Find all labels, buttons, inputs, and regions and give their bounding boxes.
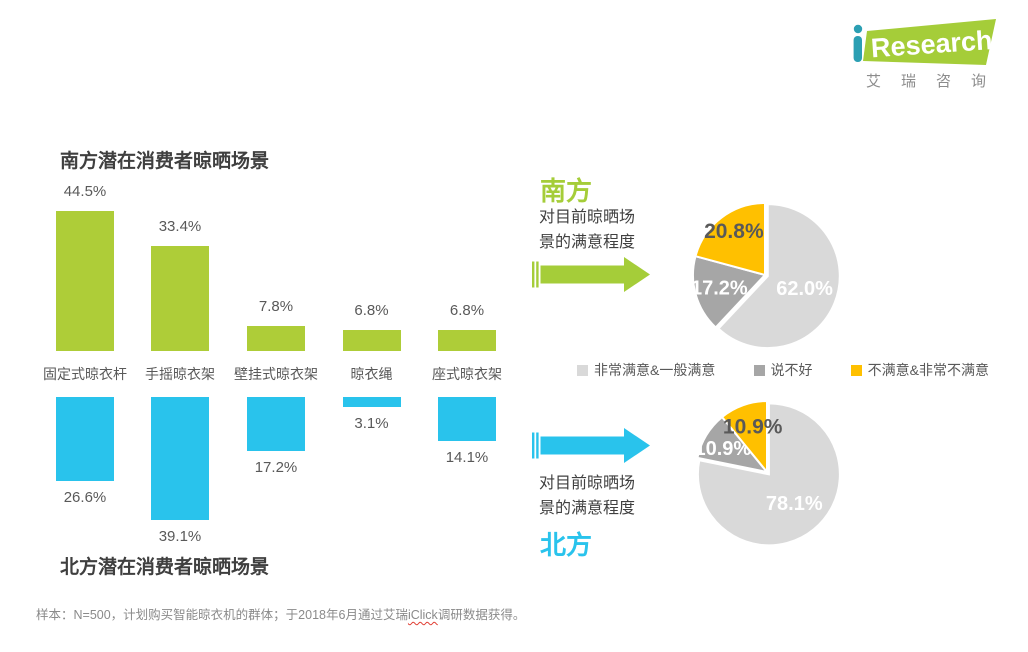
legend-label-0: 非常满意&一般满意 [594,362,716,378]
north-pie-slice-0 [696,402,841,547]
sample-footnote: 样本：N=500，计划购买智能晾衣机的群体；于2018年6月通过艾瑞iClick… [36,604,525,623]
south-bar-0 [56,211,114,351]
logo-i-stem-icon [853,36,862,62]
north-bar-0 [56,397,114,481]
south-pie-slice-1 [692,254,767,329]
south-bar-value-2: 7.8% [258,298,294,315]
north-bar-value-1: 39.1% [158,528,202,545]
footnote-prefix: 样本：N=500，计划购买智能晾衣机的群体；于2018年6月通过艾瑞 [36,608,408,622]
iresearch-logo-mark: Research [853,19,996,65]
category-label-3: 晾衣绳 [350,366,393,382]
north-bar-2 [247,397,305,451]
south-caption-line2: 景的满意程度 [539,234,636,251]
north-bar-value-2: 17.2% [254,459,298,476]
south-bar-3 [342,330,401,351]
category-label-0: 固定式晾衣杆 [43,366,127,382]
north-caption-line2: 景的满意程度 [539,500,636,517]
legend-label-2: 不满意&非常不满意 [867,362,989,378]
south-bar-value-4: 6.8% [449,302,485,319]
legend-label-1: 说不好 [770,362,813,378]
south-pie-label-1: 17.2% [691,278,748,300]
north-pie-label-2: 10.9% [723,415,783,438]
south-bar-2 [247,326,305,351]
north-bar-value-0: 26.6% [63,489,107,506]
category-label-2: 壁挂式晾衣架 [234,366,318,382]
legend-item-1: 说不好 [753,360,813,380]
north-region-label: 北方 [540,530,593,560]
south-pie-chart: 62.0% 17.2% 20.8% [691,201,841,350]
south-pie-label-2: 20.8% [704,220,764,243]
legend-swatch-icon-2 [850,364,862,376]
footnote-iclick: iClick [407,608,438,622]
category-label-1: 手摇晾衣架 [145,366,215,382]
north-pie-label-0: 78.1% [766,493,823,515]
south-caption: 对目前晾晒场 景的满意程度 [539,205,635,255]
north-pie-chart: 78.1% 10.9%10.9% [695,399,841,547]
south-bar-1 [151,246,209,351]
north-bar-3 [342,397,401,407]
north-caption-line1: 对目前晾晒场 [539,475,636,492]
footnote-suffix: 调研数据获得。 [437,608,526,622]
logo-green-flag [863,19,996,65]
south-bar-value-1: 33.4% [158,218,202,235]
south-pie-slice-0 [717,203,841,350]
south-pie-slice-2 [694,201,766,277]
north-bar-value-4: 14.1% [445,449,489,466]
north-caption: 对目前晾晒场 景的满意程度 [539,471,635,521]
south-region-label: 南方 [540,176,593,206]
legend-item-2: 不满意&非常不满意 [850,360,989,380]
north-bar-value-3: 3.1% [354,415,389,432]
south-bar-chart-title: 南方潜在消费者晾晒场景 [60,151,270,172]
pie-legend: 非常满意&一般满意 说不好 不满意&非常不满意 [577,360,989,380]
south-bar-value-3: 6.8% [354,302,389,319]
logo-chinese-text: 艾瑞咨询 [866,73,1007,90]
south-arrow-icon [532,257,650,292]
north-bar-1 [151,397,209,520]
north-bar-chart-title: 北方潜在消费者晾晒场景 [60,557,270,578]
legend-item-0: 非常满意&一般满意 [577,360,715,380]
south-caption-line1: 对目前晾晒场 [539,209,636,226]
south-bar-value-0: 44.5% [63,183,107,200]
north-bar-4 [438,397,496,441]
south-pie-label-0: 62.0% [776,278,833,300]
north-pie-label-1: 10.9% [695,438,752,460]
category-label-4: 座式晾衣架 [432,366,502,382]
legend-swatch-icon-0 [577,364,588,376]
south-bar-4 [438,330,496,351]
legend-swatch-icon-1 [753,364,765,376]
logo-i-dot-icon [853,24,863,34]
iresearch-logo: Research 艾瑞咨询 [850,18,998,96]
north-arrow-icon [532,428,650,463]
north-pie-slice-2 [720,399,768,475]
